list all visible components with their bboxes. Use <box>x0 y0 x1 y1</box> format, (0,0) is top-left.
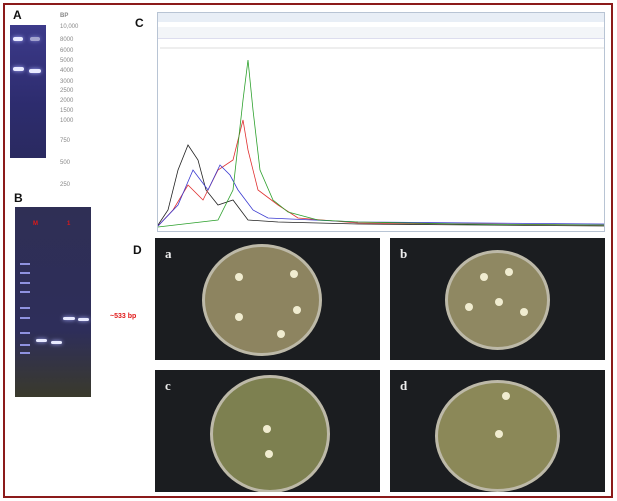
ladder-size-label: 10,000 <box>60 24 79 30</box>
toolbar <box>158 27 604 39</box>
plate-label-d: d <box>400 378 408 393</box>
trace-g <box>158 144 604 227</box>
ladder-size-label: 250 <box>60 182 71 188</box>
trace-c <box>158 164 604 227</box>
ladder-size-label: 5000 <box>60 58 74 64</box>
panel-label-a: A <box>13 8 22 22</box>
ladder-size-label: 500 <box>60 160 71 166</box>
plate-d: d <box>390 370 605 492</box>
bp-unit-label: BP <box>60 13 69 19</box>
ladder-size-label: 1000 <box>60 118 74 124</box>
ladder-size-label: 1500 <box>60 108 74 114</box>
band-size-annotation: ~533 bp <box>110 313 137 320</box>
lane-label-1: 1 <box>67 221 71 227</box>
chromatogram-window <box>157 12 605 232</box>
trace-a <box>158 59 604 228</box>
agarose-gel-a <box>10 25 46 158</box>
ladder-size-label: 6000 <box>60 48 74 54</box>
ladder-size-label: 2500 <box>60 88 74 94</box>
panel-label-b: B <box>14 191 23 205</box>
plate-c: c <box>155 370 380 492</box>
chromatogram-plot <box>158 47 604 228</box>
ladder-size-label: 2000 <box>60 98 74 104</box>
agarose-gel-b: M 1 <box>15 207 91 397</box>
panel-label-d: D <box>133 243 142 257</box>
figure-frame <box>3 3 613 498</box>
panel-label-c: C <box>135 16 144 30</box>
ladder-size-label: 750 <box>60 138 71 144</box>
window-titlebar <box>158 13 604 22</box>
ladder-size-label: 8000 <box>60 37 74 43</box>
ladder-size-label: 4000 <box>60 68 74 74</box>
ladder-size-label: 3000 <box>60 79 74 85</box>
plate-label-c: c <box>165 378 171 393</box>
lane-label-m: M <box>33 221 38 227</box>
plate-b: b <box>390 238 605 360</box>
plate-label-a: a <box>165 246 172 261</box>
plate-label-b: b <box>400 246 408 261</box>
plate-a: a <box>155 238 380 360</box>
trace-t <box>158 119 604 227</box>
